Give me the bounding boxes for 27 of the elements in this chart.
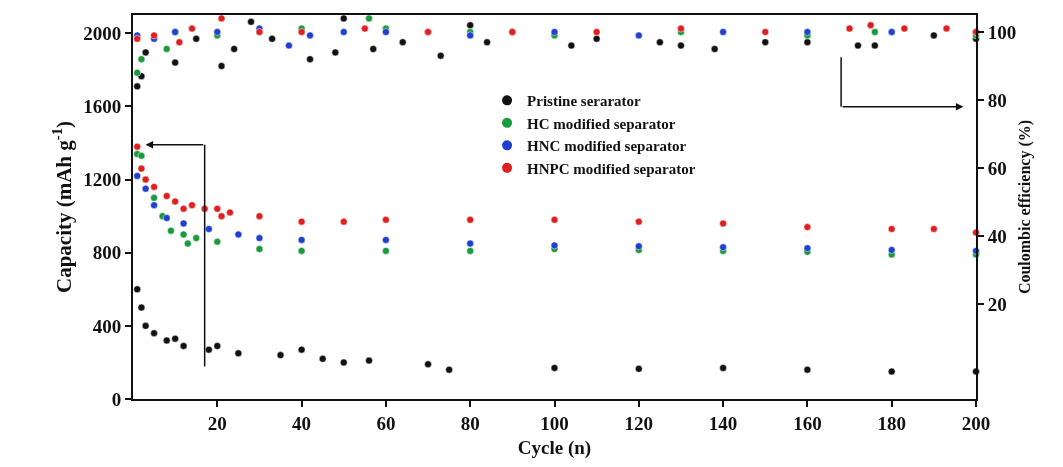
y2-tick-label: 100 [987, 21, 1017, 43]
y2-tick-label: 60 [987, 157, 1007, 179]
x-tick-label: 200 [961, 412, 991, 434]
x-tick-label: 20 [207, 412, 227, 434]
y-tick-label: 2000 [83, 22, 122, 44]
y-tick-label: 800 [92, 242, 122, 264]
y2-tick-label: 80 [987, 89, 1007, 111]
x-axis-title: Cycle (n) [517, 437, 592, 460]
x-tick-label: 80 [460, 412, 480, 434]
x-tick-label: 140 [708, 412, 738, 434]
y2-tick-label: 40 [987, 225, 1007, 247]
legend-label: Pristine serarator [527, 93, 642, 110]
x-tick-label: 40 [292, 412, 312, 434]
y2-axis-title: Coulombic efficiency (%) [1016, 119, 1035, 295]
y-tick-label: 0 [111, 388, 122, 410]
legend-label: HNC modified separator [527, 138, 687, 155]
y2-tick-label: 20 [987, 293, 1007, 315]
x-tick-label: 160 [793, 412, 822, 434]
y-tick-label: 1200 [83, 169, 122, 191]
legend-label: HC modified separator [527, 115, 676, 132]
y-tick-label: 400 [92, 315, 122, 337]
legend-label: HNPC modified separator [527, 160, 696, 177]
y-tick-label: 1600 [83, 96, 122, 118]
x-tick-label: 180 [877, 412, 906, 434]
x-tick-label: 100 [540, 412, 569, 434]
x-tick-label: 60 [376, 412, 396, 434]
x-tick-label: 120 [624, 412, 654, 434]
